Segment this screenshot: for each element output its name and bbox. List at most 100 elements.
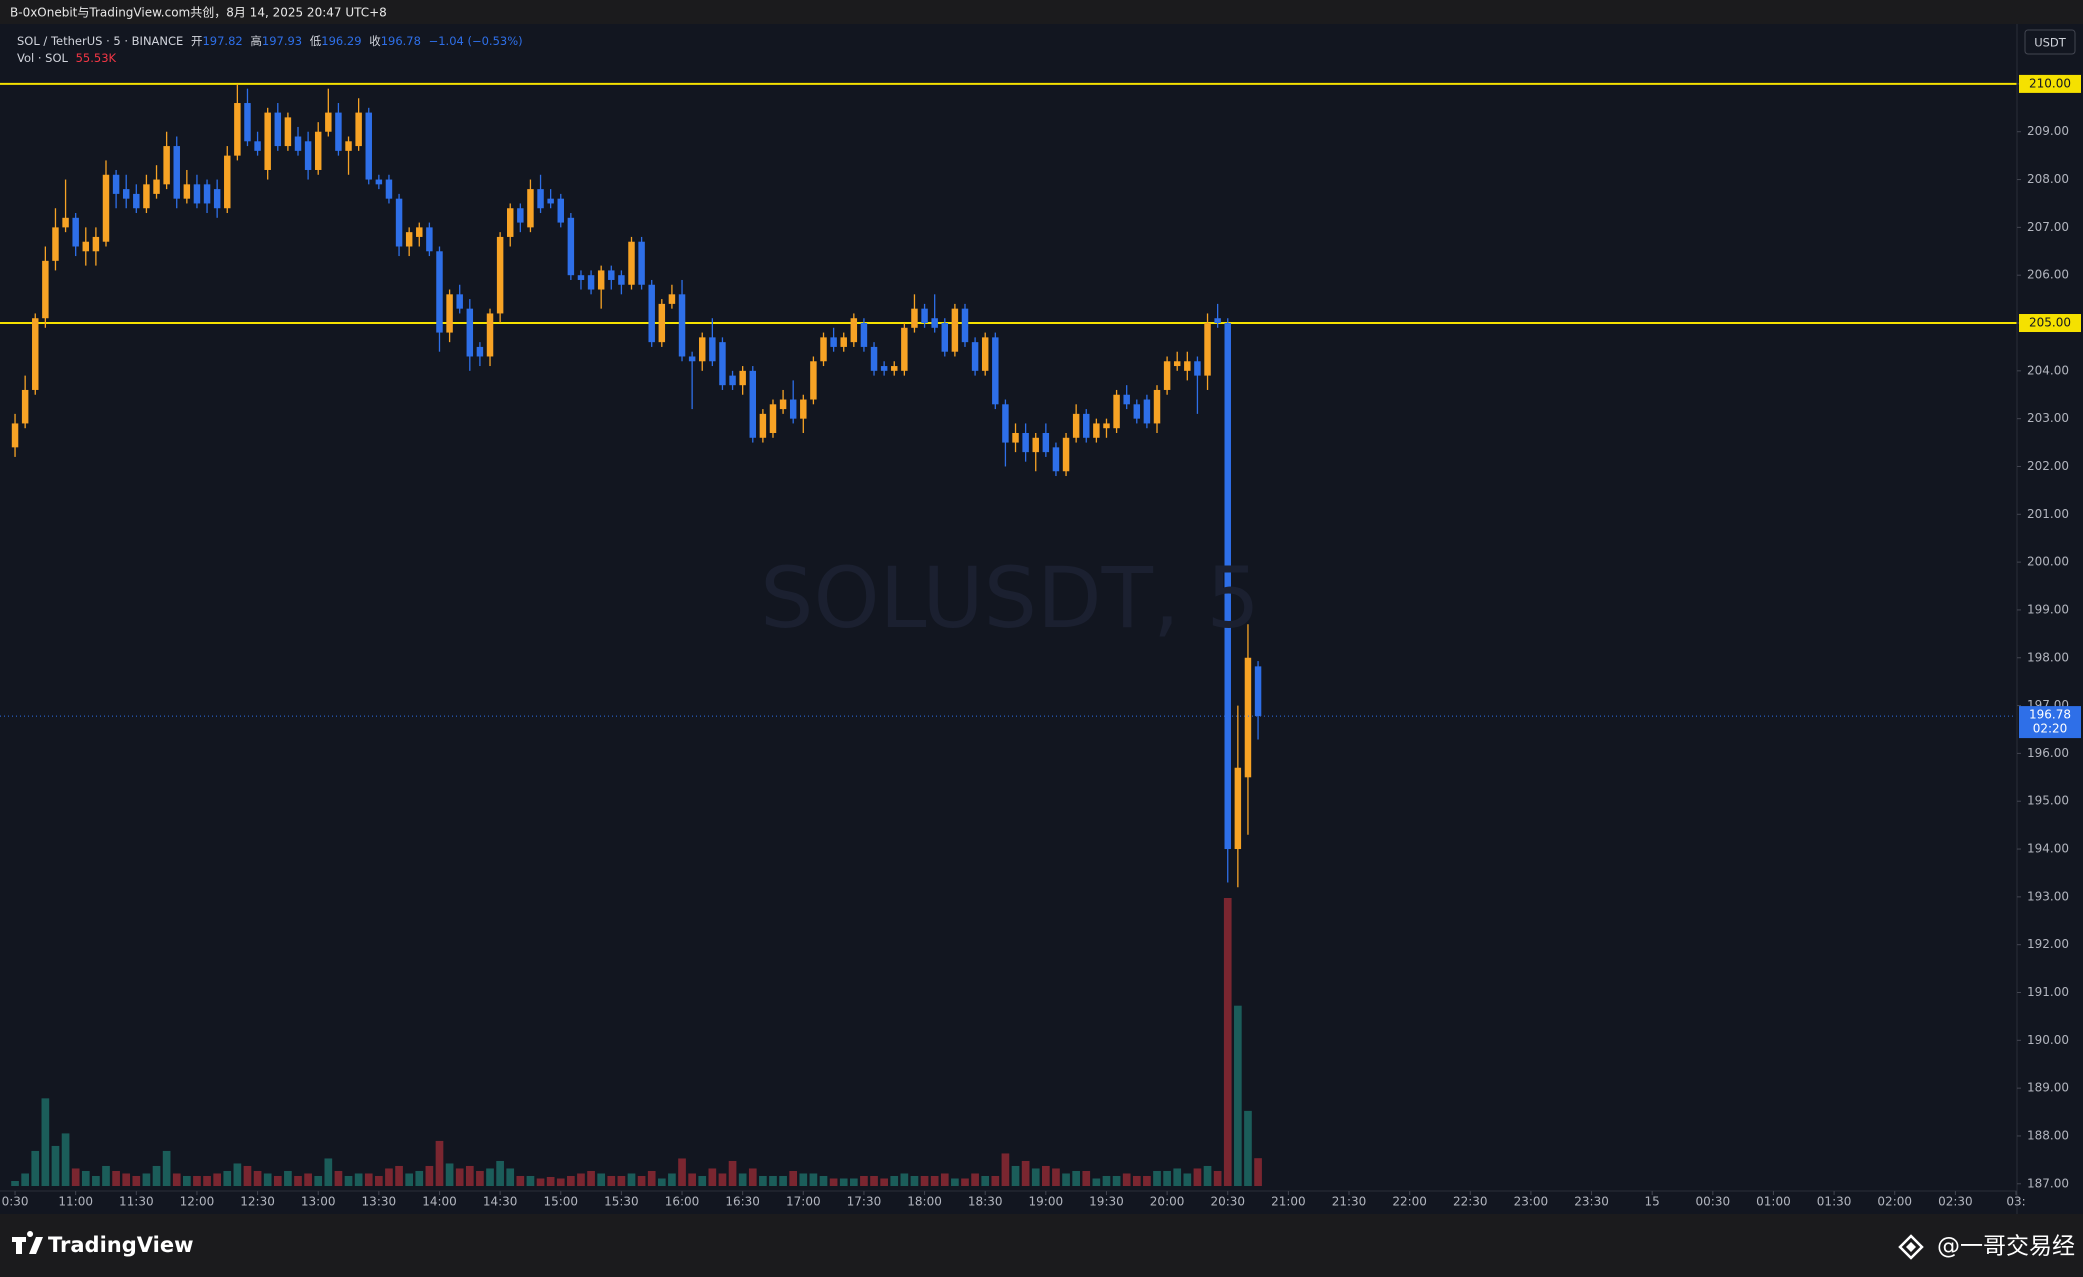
candle-body (931, 318, 938, 328)
y-tick-label: 189.00 (2027, 1081, 2069, 1095)
close-value: 196.78 (381, 34, 421, 48)
volume-bar (1001, 1153, 1010, 1186)
candle-body (1083, 413, 1090, 438)
volume-bar (354, 1173, 363, 1186)
volume-bar (445, 1163, 454, 1186)
change-value: −1.04 (−0.53%) (429, 34, 523, 48)
candle-body (395, 198, 403, 247)
volume-bar (1213, 1170, 1222, 1186)
watermark: SOLUSDT, 5 (760, 549, 1260, 647)
y-tick-label: 192.00 (2027, 937, 2069, 951)
candle-body (678, 294, 686, 357)
candle-body (557, 198, 564, 223)
price-axis: USDT 187.00 188.00 189.00 190.00 191.00 192.0… (2016, 24, 2083, 1214)
x-tick-label: 20:30 (1210, 1195, 1245, 1209)
x-tick-label: 22:30 (1453, 1195, 1488, 1209)
x-tick-label: 15:30 (604, 1195, 639, 1209)
volume-bar (1112, 1175, 1121, 1186)
volume-bar (61, 1133, 70, 1186)
candle-body (1234, 767, 1242, 850)
logo-mark (12, 1231, 43, 1254)
volume-bar (1021, 1160, 1030, 1186)
volume-bar (849, 1178, 858, 1186)
x-tick-label: 01:00 (1756, 1195, 1791, 1209)
candle-body (32, 318, 39, 390)
x-tick-label: 15:00 (543, 1195, 578, 1209)
volume-bar (1254, 1158, 1262, 1186)
candle-body (284, 117, 292, 147)
candle-body (1062, 437, 1070, 472)
candle-body (941, 323, 949, 352)
x-tick-label: 18:00 (907, 1195, 942, 1209)
y-tick-label: 208.00 (2027, 172, 2069, 186)
candle-body (789, 399, 797, 419)
x-tick-label: 02:00 (1877, 1195, 1912, 1209)
candle-body (608, 270, 615, 280)
candle-body (1254, 666, 1262, 717)
volume-bar (698, 1175, 707, 1186)
candle-body (699, 337, 706, 362)
x-tick-label: 12:00 (180, 1195, 215, 1209)
candle-body (1012, 432, 1019, 443)
footer-bar (0, 1214, 2083, 1277)
close-label: 收 (369, 34, 381, 48)
candle-body (405, 232, 413, 247)
volume-bar (910, 1175, 919, 1186)
x-tick-label: 17:30 (847, 1195, 882, 1209)
candle-body (860, 323, 868, 347)
candle-body (658, 303, 666, 343)
volume-bar (183, 1175, 191, 1186)
candle-body (294, 136, 302, 151)
candle-body (547, 198, 554, 204)
candle-body (1173, 361, 1181, 367)
price-label: 196.78 (2029, 708, 2071, 722)
volume-bar (364, 1173, 373, 1186)
volume-bar (1072, 1170, 1080, 1186)
low-label: 低 (310, 34, 322, 48)
candle-body (1194, 361, 1201, 376)
x-tick-label: 23:30 (1574, 1195, 1609, 1209)
countdown-label: 02:20 (2033, 722, 2068, 736)
candle-body (244, 103, 251, 142)
volume-bar (334, 1170, 343, 1186)
volume-bar (193, 1175, 201, 1186)
candle-body (234, 103, 241, 156)
volume-bar (455, 1168, 464, 1186)
y-tick-label: 206.00 (2027, 268, 2069, 282)
candle-body (618, 275, 625, 285)
candle-body (11, 423, 19, 448)
volume-bar (203, 1175, 211, 1186)
candle-body (1214, 318, 1221, 324)
candle-body (456, 294, 463, 309)
candle-body (416, 227, 423, 237)
candle-body (688, 356, 696, 362)
volume-bar (617, 1175, 626, 1186)
y-tick-label: 187.00 (2027, 1176, 2069, 1190)
volume-bar (536, 1178, 545, 1186)
candle-body (1103, 423, 1110, 429)
candle-body (1022, 432, 1029, 453)
volume-bar (991, 1175, 1000, 1186)
volume-bar (708, 1168, 717, 1186)
volume-bar (1102, 1175, 1111, 1186)
y-tick-label: 209.00 (2027, 124, 2069, 138)
candle-body (436, 251, 443, 333)
candle-body (365, 112, 372, 180)
volume-bar (1234, 1005, 1242, 1186)
x-tick-label: 19:00 (1029, 1195, 1064, 1209)
hline-label: 210.00 (2029, 76, 2071, 90)
candle-body (1052, 447, 1060, 472)
volume-bar (870, 1175, 878, 1186)
volume-bar (51, 1145, 60, 1186)
candle-body (325, 112, 332, 132)
volume-bar (627, 1173, 636, 1186)
x-tick-label: 00:30 (1696, 1195, 1731, 1209)
candle-body (163, 146, 170, 185)
y-tick-label: 203.00 (2027, 411, 2069, 425)
volume-bar (728, 1160, 737, 1186)
x-tick-label: 0:30 (2, 1195, 29, 1209)
volume-bar (1193, 1168, 1202, 1186)
volume-bar (920, 1175, 929, 1186)
volume-bar (1031, 1168, 1040, 1186)
volume-bar (961, 1178, 969, 1186)
